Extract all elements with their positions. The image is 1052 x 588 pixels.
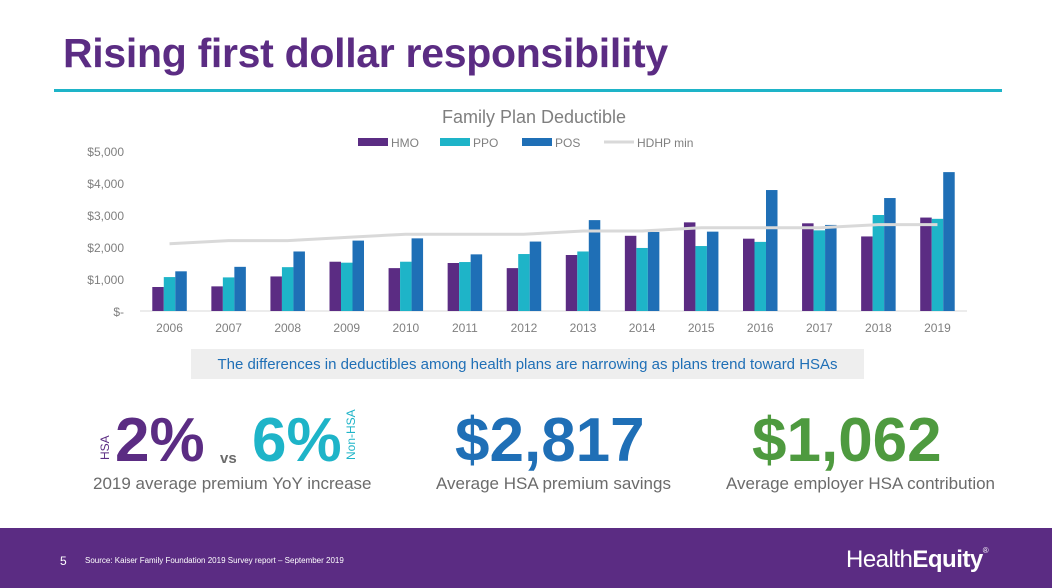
chart-title: Family Plan Deductible <box>442 107 626 127</box>
bar-ppo <box>931 218 944 311</box>
title-divider <box>54 89 1002 92</box>
bar-ppo <box>636 247 648 311</box>
bar-hmo <box>329 261 341 311</box>
x-tick-label: 2009 <box>333 321 360 335</box>
bar-ppo <box>813 230 826 311</box>
vs-label: vs <box>220 450 237 467</box>
bar-ppo <box>577 251 589 311</box>
employer-caption: Average employer HSA contribution <box>726 474 996 493</box>
bar-hmo <box>861 236 873 311</box>
x-axis: 2006 2007 2008 2009 2010 2011 2012 2013 2014 2015… <box>140 310 967 335</box>
bar-ppo <box>518 254 530 311</box>
bar-hmo <box>565 255 578 311</box>
bar-hmo <box>624 235 637 311</box>
x-tick-label: 2013 <box>570 321 597 335</box>
bar-ppo <box>400 261 412 311</box>
bar-hmo <box>683 222 696 311</box>
legend-label-hdhp-min: HDHP min <box>637 136 693 150</box>
bar-hmo <box>506 268 519 311</box>
legend-label-ppo: PPO <box>473 136 498 150</box>
hsa-label: HSA <box>98 435 112 460</box>
bar-pos <box>706 231 719 311</box>
bar-pos <box>588 220 601 311</box>
x-tick-label: 2008 <box>274 321 301 335</box>
legend-swatch-hmo <box>358 138 388 146</box>
y-axis: $- $1,000 $2,000 $3,000 $4,000 $5,000 <box>87 145 124 319</box>
bar-pos <box>352 240 364 311</box>
line-hdhp-min <box>169 223 938 246</box>
bars <box>152 172 955 311</box>
bar-ppo <box>163 277 176 311</box>
bar-hmo <box>447 263 460 311</box>
y-tick-label: $4,000 <box>87 177 124 191</box>
y-tick-label: $2,000 <box>87 241 124 255</box>
x-tick-label: 2006 <box>156 321 183 335</box>
x-tick-label: 2010 <box>392 321 419 335</box>
x-tick-label: 2015 <box>688 321 715 335</box>
page-number: 5 <box>60 554 67 568</box>
x-tick-label: 2018 <box>865 321 892 335</box>
healthequity-logo: HealthEquity® <box>846 546 989 573</box>
bar-ppo <box>872 215 885 311</box>
x-tick-label: 2019 <box>924 321 951 335</box>
bar-hmo <box>743 238 755 311</box>
savings-caption: Average HSA premium savings <box>436 474 671 493</box>
employer-contribution-value: $1,062 <box>752 406 942 475</box>
x-tick-label: 2014 <box>629 321 656 335</box>
bar-ppo <box>459 262 471 311</box>
y-tick-label: $3,000 <box>87 209 124 223</box>
bar-ppo <box>754 241 766 311</box>
y-tick-label: $5,000 <box>87 145 124 159</box>
y-tick-label: $1,000 <box>87 273 124 287</box>
x-tick-label: 2007 <box>215 321 242 335</box>
deductible-chart: Family Plan Deductible HMO PPO POS HDHP min… <box>87 107 967 335</box>
footer-bar: 5 Source: Kaiser Family Foundation 2019 … <box>0 528 1052 588</box>
bar-pos <box>647 231 660 311</box>
bar-pos <box>175 271 187 311</box>
legend-swatch-pos <box>522 138 552 146</box>
bar-pos <box>884 198 896 311</box>
bar-pos <box>766 190 778 311</box>
bar-pos <box>825 224 837 311</box>
bar-hmo <box>152 287 164 311</box>
bar-pos <box>293 251 305 311</box>
premium-caption: 2019 average premium YoY increase <box>93 474 372 493</box>
bar-pos <box>529 241 542 311</box>
hsa-premium-increase: 2% <box>115 406 205 475</box>
bar-pos <box>234 266 246 311</box>
x-tick-label: 2011 <box>452 321 478 335</box>
bar-pos <box>943 172 955 311</box>
bar-hmo <box>388 268 401 311</box>
callout-banner: The differences in deductibles among hea… <box>191 349 864 379</box>
legend-label-pos: POS <box>555 136 580 150</box>
bar-hmo <box>920 217 932 311</box>
legend-label-hmo: HMO <box>391 136 419 150</box>
y-tick-label: $- <box>113 305 124 319</box>
hsa-savings-value: $2,817 <box>455 406 645 475</box>
legend-swatch-ppo <box>440 138 470 146</box>
line-series <box>169 223 938 246</box>
nonhsa-label: Non-HSA <box>344 409 358 460</box>
bar-hmo <box>211 286 223 311</box>
bar-ppo <box>695 246 707 311</box>
bar-hmo <box>270 276 282 311</box>
chart-legend: HMO PPO POS HDHP min <box>358 136 693 150</box>
x-tick-label: 2012 <box>511 321 538 335</box>
x-tick-label: 2016 <box>747 321 774 335</box>
page-title: Rising first dollar responsibility <box>63 30 668 76</box>
nonhsa-premium-increase: 6% <box>252 406 342 475</box>
bar-hmo <box>802 223 814 311</box>
bar-ppo <box>341 262 353 311</box>
bar-pos <box>411 238 424 311</box>
x-tick-label: 2017 <box>806 321 833 335</box>
bar-ppo <box>281 267 294 311</box>
bar-pos <box>470 254 483 311</box>
bar-ppo <box>222 277 235 311</box>
source-note: Source: Kaiser Family Foundation 2019 Su… <box>85 556 344 565</box>
